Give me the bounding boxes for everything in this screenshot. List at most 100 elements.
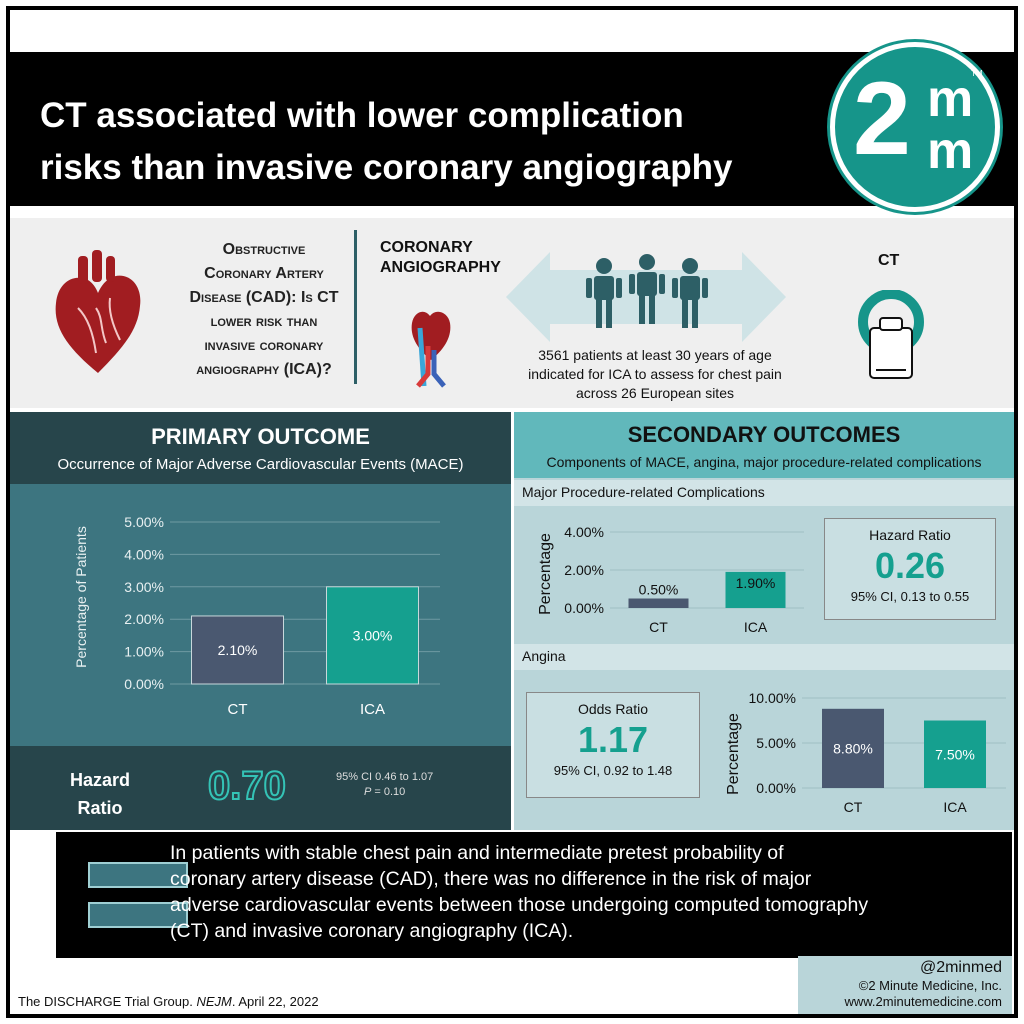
ct-label: CT	[878, 252, 900, 269]
hazard-ratio-ci: 95% CI 0.46 to 1.07 P = 0.10	[336, 770, 433, 800]
ci-line: 95% CI 0.46 to 1.07	[336, 771, 434, 783]
hazard-ratio-box-value: 0.26	[874, 545, 946, 586]
odds-ratio-box-title: Odds Ratio	[577, 701, 649, 717]
data-label-ct: 2.10%	[218, 642, 258, 658]
primary-hazard-ratio-band: Hazard Ratio 0.70 95% CI 0.46 to 1.07 P …	[10, 746, 511, 830]
bar-ica	[924, 720, 986, 788]
study-question: Obstructive Coronary Artery Disease (CAD…	[178, 238, 350, 382]
hazard-ratio-box: Hazard Ratio 0.26 95% CI, 0.13 to 0.55	[824, 518, 996, 620]
data-label-ica: 7.50%	[935, 746, 975, 762]
conclusion-line: In patients with stable chest pain and i…	[170, 842, 784, 864]
question-line: invasive coronary	[204, 337, 324, 354]
conclusion-line: coronary artery disease (CAD), there was…	[170, 868, 812, 890]
population-description: 3561 patients at least 30 years of age i…	[510, 346, 800, 403]
mace-bar-chart: 0.00% 1.00% 2.00% 3.00% 4.00% 5.00% 2.10% 3.00…	[73, 514, 440, 718]
angina-bar-chart: 0.00% 5.00% 10.00% 8.80% 7.50% CT ICA Percen…	[725, 690, 1006, 815]
citation-journal: NEJM	[196, 994, 232, 1009]
hazard-ratio-value: 0.70	[207, 763, 287, 809]
coronary-angiography-label: CORONARY ANGIOGRAPHY	[380, 238, 501, 278]
bar-ica	[725, 571, 786, 608]
citation: The DISCHARGE Trial Group. NEJM. April 2…	[18, 994, 319, 1009]
question-line: lower risk than	[210, 313, 318, 330]
question-line: Coronary Artery	[204, 265, 324, 282]
category-label-ct: CT	[844, 799, 863, 815]
y-tick-label: 1.00%	[124, 644, 164, 660]
category-label-ct: CT	[228, 701, 248, 718]
hazard-label-line: Ratio	[77, 798, 123, 818]
primary-outcome-heading: PRIMARY OUTCOME	[151, 424, 370, 449]
citation-authors: The DISCHARGE Trial Group.	[18, 994, 197, 1009]
y-tick-label: 4.00%	[564, 524, 604, 540]
y-tick-label: 0.00%	[756, 780, 796, 796]
question-line: Disease (CAD): Is CT	[189, 289, 339, 306]
double-arrow-icon	[506, 252, 786, 342]
category-label-ica: ICA	[360, 701, 385, 718]
complications-y-axis-label: Percentage	[537, 533, 554, 615]
logo-trademark: TM	[971, 69, 983, 78]
y-tick-label: 2.00%	[124, 611, 164, 627]
twitter-handle: @2minmed	[919, 959, 1002, 976]
odds-ratio-box-ci: 95% CI, 0.92 to 1.48	[553, 763, 673, 778]
angina-section-label: Angina	[514, 644, 1014, 670]
y-tick-label: 2.00%	[564, 562, 604, 578]
intro-band: Obstructive Coronary Artery Disease (CAD…	[10, 218, 1014, 408]
odds-ratio-box-value: 1.17	[577, 719, 649, 760]
y-tick-label: 5.00%	[756, 735, 796, 751]
data-label-ct: 0.50%	[639, 582, 679, 598]
p-value: = 0.10	[371, 786, 406, 798]
primary-outcome-subheading: Occurrence of Major Adverse Cardiovascul…	[57, 456, 464, 473]
heart-icon	[55, 250, 141, 373]
population-line: indicated for ICA to assess for chest pa…	[528, 366, 782, 382]
title-line-1: CT associated with lower complication	[40, 96, 684, 135]
logo-two: 2	[853, 61, 911, 177]
y-tick-label: 3.00%	[124, 579, 164, 595]
category-label-ica: ICA	[744, 619, 768, 635]
logo-m-top: m	[927, 70, 974, 128]
secondary-outcomes-header: SECONDARY OUTCOMES Components of MACE, a…	[514, 412, 1014, 478]
website: www.2minutemedicine.com	[844, 994, 1002, 1009]
conclusion-text: In patients with stable chest pain and i…	[170, 840, 1010, 944]
hazard-ratio-box-title: Hazard Ratio	[869, 527, 951, 543]
complications-section-label: Major Procedure-related Complications	[514, 480, 1014, 506]
data-label-ct: 8.80%	[833, 740, 873, 756]
primary-outcome-panel: PRIMARY OUTCOME Occurrence of Major Adve…	[10, 412, 511, 830]
y-tick-label: 5.00%	[124, 514, 164, 530]
bar-ct	[822, 708, 884, 788]
complications-bar-chart: 0.00% 2.00% 4.00% 0.50% 1.90% CT ICA Percent…	[537, 524, 804, 635]
y-tick-label: 0.00%	[124, 676, 164, 692]
question-line: Obstructive	[222, 241, 306, 258]
logo-m-bottom: m	[927, 122, 974, 180]
secondary-outcomes-heading: SECONDARY OUTCOMES	[627, 422, 901, 447]
odds-ratio-box: Odds Ratio 1.17 95% CI, 0.92 to 1.48	[526, 692, 700, 798]
copyright: ©2 Minute Medicine, Inc.	[858, 978, 1002, 993]
population-line: 3561 patients at least 30 years of age	[538, 347, 772, 363]
summary-bar-icon	[88, 862, 188, 888]
population-line: across 26 European sites	[576, 385, 734, 401]
p-value-line: P = 0.10	[336, 785, 433, 800]
hazard-ratio-label: Hazard Ratio	[70, 766, 130, 822]
category-label-ica: ICA	[943, 799, 967, 815]
bar-ct	[628, 598, 689, 608]
2-minute-medicine-logo: 2 m m TM	[830, 42, 1000, 212]
y-tick-label: 10.00%	[749, 690, 796, 706]
category-label-ct: CT	[649, 619, 668, 635]
title-line-2: risks than invasive coronary angiography	[40, 148, 733, 187]
hazard-label-line: Hazard	[70, 770, 131, 790]
credits-box: @2minmed ©2 Minute Medicine, Inc. www.2m…	[798, 956, 1012, 1014]
angiography-heart-icon	[411, 311, 451, 388]
divider-line	[354, 230, 357, 384]
page-title: CT associated with lower complication ri…	[40, 90, 800, 194]
y-tick-label: 4.00%	[124, 546, 164, 562]
angina-y-axis-label: Percentage	[725, 713, 742, 795]
question-line: angiography (ICA)?	[196, 361, 332, 378]
ca-label-line: ANGIOGRAPHY	[380, 259, 501, 276]
citation-date: . April 22, 2022	[231, 994, 319, 1009]
secondary-outcomes-subheading: Components of MACE, angina, major proced…	[546, 454, 982, 470]
secondary-outcomes-panel: SECONDARY OUTCOMES Components of MACE, a…	[514, 412, 1014, 830]
ct-scanner-icon	[858, 290, 924, 379]
mace-y-axis-label: Percentage of Patients	[73, 526, 89, 668]
ca-label-line: CORONARY	[380, 239, 473, 256]
conclusion-line: adverse cardiovascular events between th…	[170, 894, 869, 916]
conclusion-line: (CT) and invasive coronary angiography (…	[170, 920, 574, 942]
patients-icon	[586, 254, 708, 328]
